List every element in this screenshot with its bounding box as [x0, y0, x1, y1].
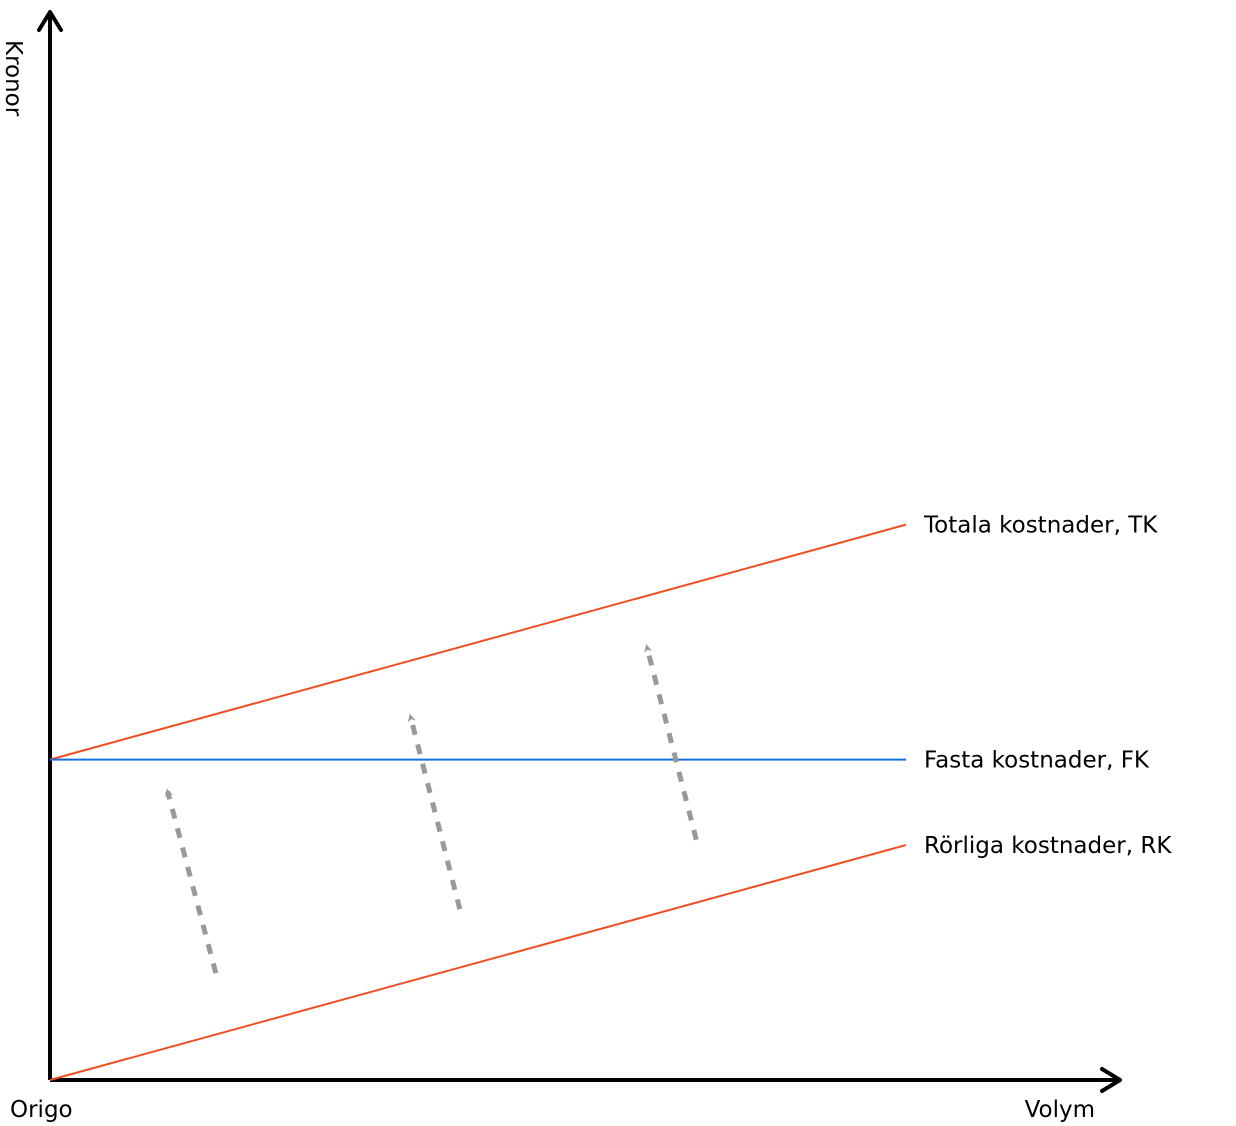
series-label-fasta-kostnader-fk: Fasta kostnader, FK	[924, 748, 1150, 774]
series-label-totala-kostnader-tk: Totala kostnader, TK	[923, 513, 1158, 539]
series-line-totala-kostnader-tk	[49, 523, 907, 761]
series-line-r-rliga-kostnader-rk	[49, 844, 907, 1081]
annotation-layer	[165, 644, 699, 974]
series-layer: Totala kostnader, TK Fasta kostnader, FK R…	[49, 513, 1172, 1081]
shift-arrow-1	[165, 788, 219, 974]
y-axis-arrowhead	[37, 10, 63, 32]
x-axis-label: Volym	[1025, 1097, 1095, 1123]
axes: Kronor Volym Origo	[0, 10, 1122, 1123]
y-axis-label: Kronor	[0, 40, 26, 117]
shift-arrow-3	[644, 644, 699, 841]
origin-label: Origo	[10, 1097, 73, 1123]
shift-arrow-2	[407, 713, 463, 910]
x-axis-arrowhead	[1100, 1067, 1122, 1093]
series-label-r-rliga-kostnader-rk: Rörliga kostnader, RK	[924, 833, 1172, 859]
